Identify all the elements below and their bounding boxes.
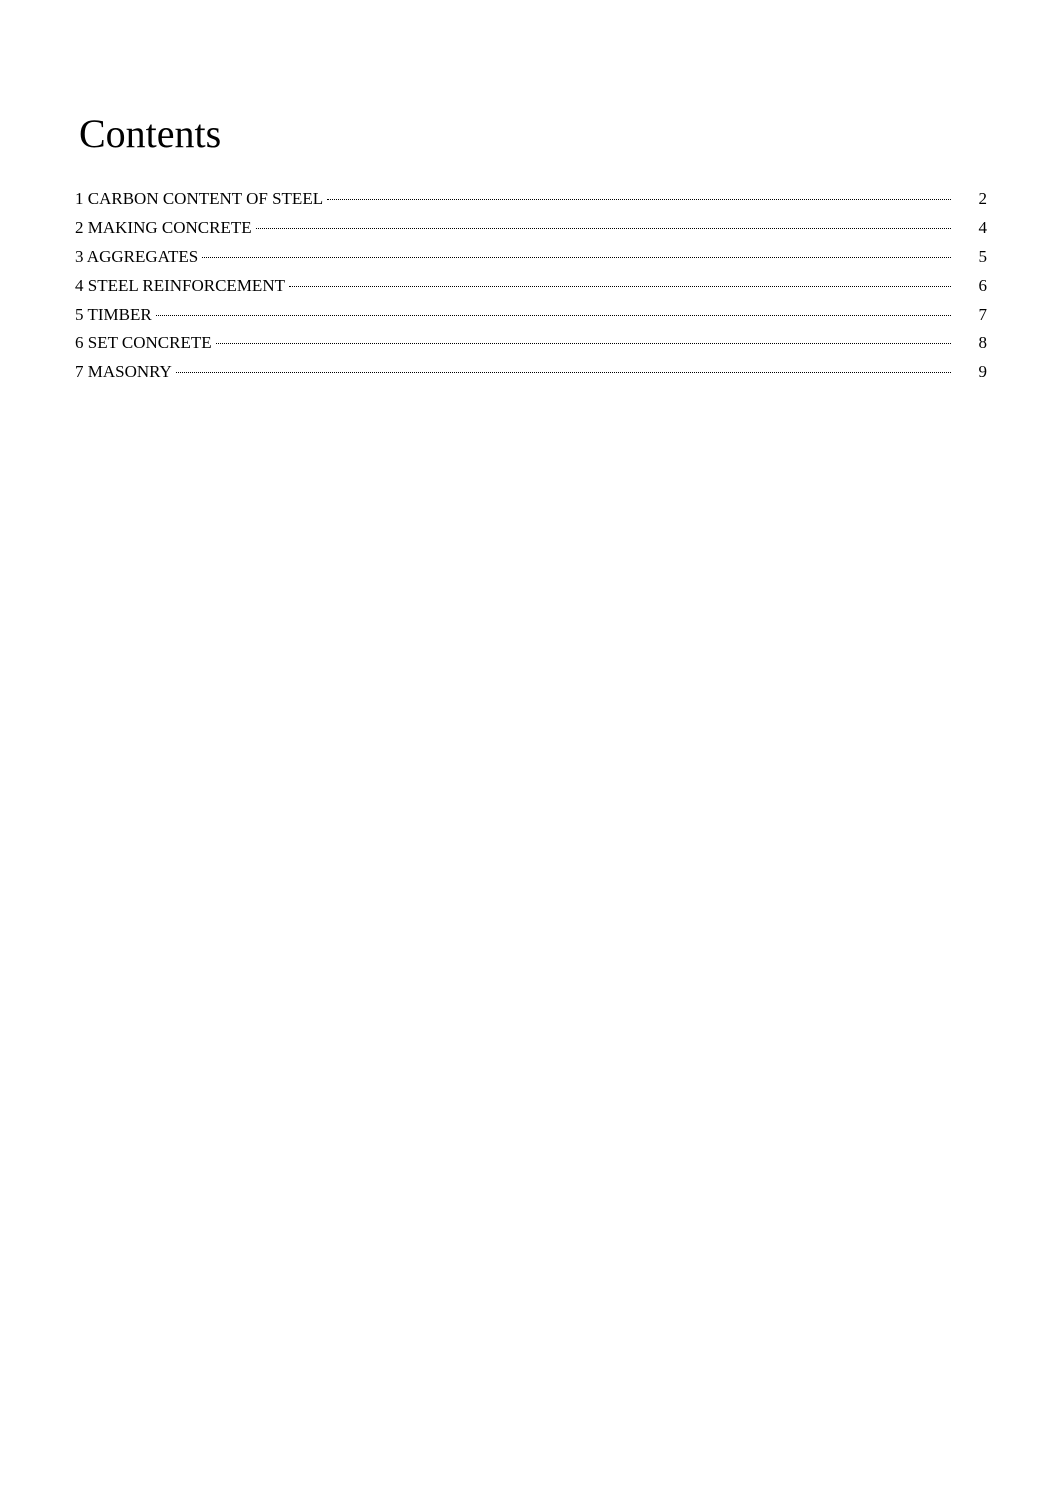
toc-entry-title: 3 AGGREGATES [75,243,198,272]
toc-entry-title: 6 SET CONCRETE [75,329,212,358]
toc-entry-page: 4 [955,214,988,243]
toc-leader-dots [202,257,950,258]
toc-entry[interactable]: 3 AGGREGATES 5 [75,243,987,272]
toc-entry[interactable]: 1 CARBON CONTENT OF STEEL 2 [75,185,987,214]
toc-entry-title: 5 TIMBER [75,301,152,330]
toc-entry[interactable]: 5 TIMBER 7 [75,301,987,330]
toc-entry-title: 7 MASONRY [75,358,172,387]
page-title: Contents [79,110,987,157]
toc-entry-title: 4 STEEL REINFORCEMENT [75,272,285,301]
toc-entry-page: 8 [955,329,988,358]
toc-entry[interactable]: 6 SET CONCRETE 8 [75,329,987,358]
toc-leader-dots [176,372,951,373]
toc-entry[interactable]: 2 MAKING CONCRETE 4 [75,214,987,243]
toc-leader-dots [256,228,951,229]
toc-leader-dots [156,315,951,316]
toc-entry-title: 1 CARBON CONTENT OF STEEL [75,185,323,214]
toc-entry-page: 2 [955,185,988,214]
toc-list: 1 CARBON CONTENT OF STEEL 2 2 MAKING CON… [75,185,987,387]
toc-leader-dots [327,199,950,200]
toc-entry-page: 9 [955,358,988,387]
toc-entry[interactable]: 4 STEEL REINFORCEMENT 6 [75,272,987,301]
toc-entry-page: 5 [955,243,988,272]
toc-entry-title: 2 MAKING CONCRETE [75,214,252,243]
toc-entry-page: 7 [955,301,988,330]
toc-leader-dots [216,343,951,344]
toc-entry-page: 6 [955,272,988,301]
toc-leader-dots [289,286,951,287]
toc-entry[interactable]: 7 MASONRY 9 [75,358,987,387]
